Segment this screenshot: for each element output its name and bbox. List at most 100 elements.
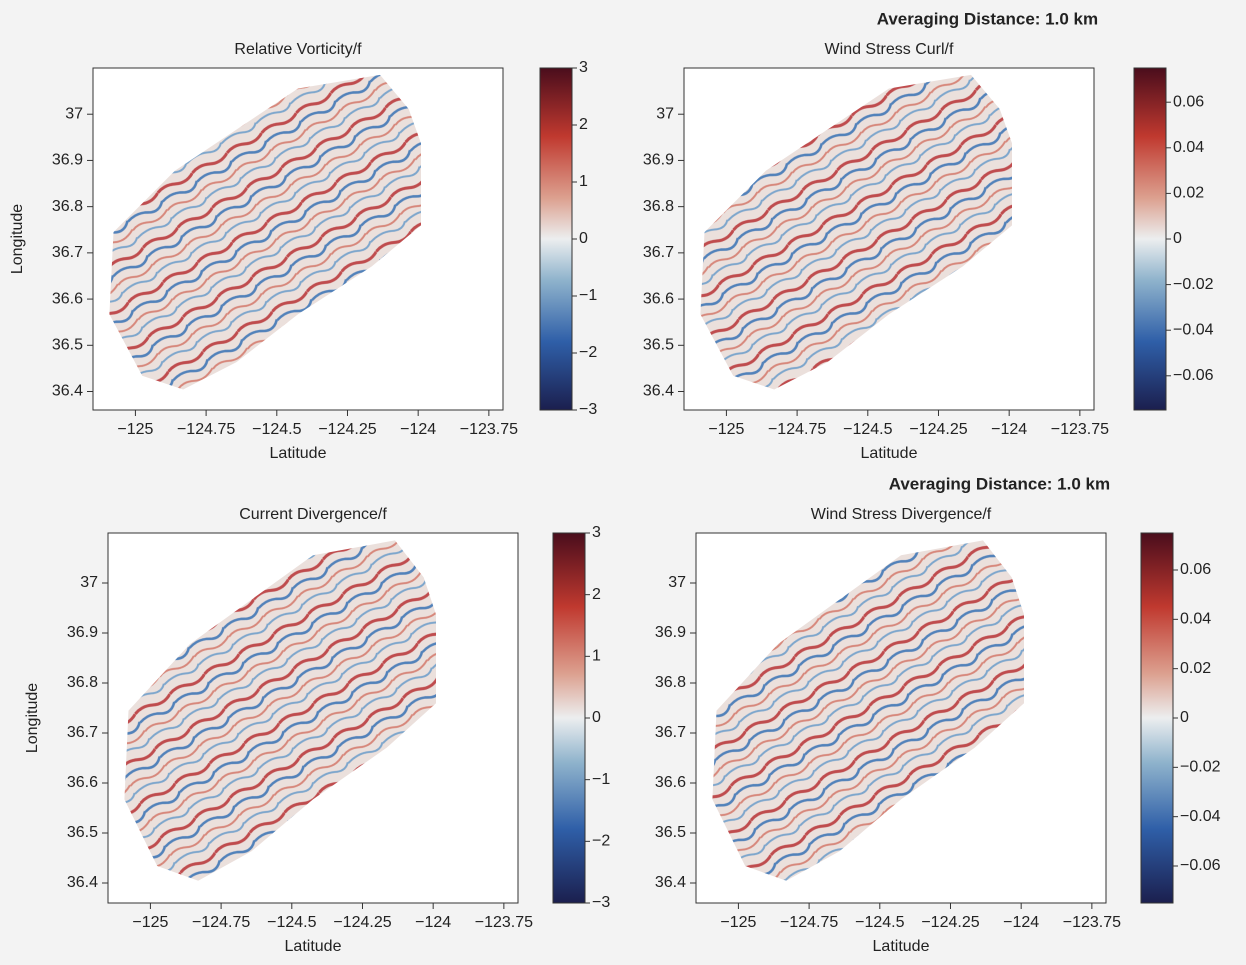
x-tick-label: −124.75 — [780, 914, 838, 931]
y-tick-label: 36.9 — [52, 152, 83, 169]
x-axis-label: Latitude — [873, 938, 930, 955]
colorbar-tick-label: 3 — [579, 59, 588, 76]
y-tick-label: 36.5 — [643, 337, 674, 354]
y-tick-label: 36.5 — [655, 824, 686, 841]
y-tick-label: 37 — [668, 574, 686, 591]
colorbar-tick-label: −0.04 — [1180, 808, 1221, 825]
x-tick-label: −125 — [117, 421, 153, 438]
colorbar-tick-label: 0 — [1173, 230, 1182, 247]
y-tick-label: 36.9 — [643, 152, 674, 169]
chart-title: Relative Vorticity/f — [234, 41, 362, 58]
suptitle: Averaging Distance: 1.0 km — [877, 9, 1098, 28]
y-tick-label: 36.9 — [67, 624, 98, 641]
colorbar-tick-label: −2 — [579, 344, 597, 361]
y-tick-label: 36.7 — [52, 244, 83, 261]
colorbar-tick-label: 0.02 — [1180, 660, 1211, 677]
x-tick-label: −123.75 — [1051, 421, 1109, 438]
colorbar-tick-label: 0.04 — [1180, 611, 1211, 628]
x-tick-label: −124.5 — [267, 914, 316, 931]
field-swath — [700, 74, 1012, 390]
y-tick-label: 36.8 — [643, 198, 674, 215]
y-tick-label: 36.7 — [643, 244, 674, 261]
x-axis-label: Latitude — [285, 938, 342, 955]
colorbar — [539, 67, 573, 411]
y-tick-label: 36.8 — [52, 198, 83, 215]
colorbar-tick-label: 0.02 — [1173, 185, 1204, 202]
colorbar-tick-label: −1 — [579, 287, 597, 304]
colorbar-tick-label: −0.06 — [1173, 367, 1214, 384]
x-tick-label: −124.25 — [333, 914, 391, 931]
y-tick-label: 36.6 — [643, 290, 674, 307]
x-axis-label: Latitude — [270, 445, 327, 462]
colorbar-tick-label: −3 — [592, 894, 610, 911]
y-tick-label: 36.7 — [655, 724, 686, 741]
y-tick-label: 36.9 — [655, 624, 686, 641]
x-tick-label: −125 — [132, 914, 168, 931]
colorbar-tick-label: 2 — [579, 116, 588, 133]
colorbar-tick-label: −2 — [592, 833, 610, 850]
x-tick-label: −124 — [400, 421, 436, 438]
colorbar — [1133, 67, 1167, 411]
colorbar-tick-label: −0.06 — [1180, 857, 1221, 874]
y-axis-label: Longitude — [9, 204, 26, 274]
x-tick-label: −124.5 — [855, 914, 904, 931]
colorbar-tick-label: 3 — [592, 524, 601, 541]
x-tick-label: −124.25 — [318, 421, 376, 438]
x-tick-label: −124 — [1003, 914, 1039, 931]
x-tick-label: −123.75 — [475, 914, 533, 931]
chart-title: Wind Stress Divergence/f — [811, 506, 992, 523]
y-tick-label: 36.4 — [52, 383, 83, 400]
colorbar-tick-label: 0 — [592, 709, 601, 726]
suptitle: Averaging Distance: 1.0 km — [889, 474, 1110, 493]
colorbar-tick-label: 0 — [1180, 709, 1189, 726]
colorbar-tick-label: 1 — [592, 648, 601, 665]
y-tick-label: 36.6 — [52, 290, 83, 307]
colorbar-tick-label: −0.02 — [1180, 759, 1221, 776]
y-tick-label: 36.6 — [655, 774, 686, 791]
colorbar-tick-label: −3 — [579, 401, 597, 418]
x-tick-label: −124.5 — [252, 421, 301, 438]
y-axis-label: Longitude — [24, 683, 41, 753]
y-tick-label: 36.4 — [655, 874, 686, 891]
colorbar-tick-label: 0.06 — [1173, 93, 1204, 110]
y-tick-label: 36.4 — [67, 874, 98, 891]
y-tick-label: 36.8 — [67, 674, 98, 691]
x-tick-label: −123.75 — [1063, 914, 1121, 931]
y-tick-label: 36.8 — [655, 674, 686, 691]
colorbar-tick-label: 0.06 — [1180, 561, 1211, 578]
y-tick-label: 36.4 — [643, 383, 674, 400]
x-tick-label: −124.25 — [921, 914, 979, 931]
x-tick-label: −124 — [415, 914, 451, 931]
y-tick-label: 36.5 — [67, 824, 98, 841]
x-tick-label: −123.75 — [460, 421, 518, 438]
x-tick-label: −124.75 — [192, 914, 250, 931]
colorbar-tick-label: −1 — [592, 771, 610, 788]
x-tick-label: −124.5 — [843, 421, 892, 438]
colorbar — [552, 532, 586, 904]
colorbar — [1140, 532, 1174, 904]
colorbar-tick-label: −0.04 — [1173, 321, 1214, 338]
colorbar-tick-label: 0 — [579, 230, 588, 247]
x-tick-label: −124.75 — [177, 421, 235, 438]
chart-title: Current Divergence/f — [239, 506, 387, 523]
y-tick-label: 36.5 — [52, 337, 83, 354]
y-tick-label: 36.6 — [67, 774, 98, 791]
colorbar-tick-label: 2 — [592, 586, 601, 603]
y-tick-label: 36.7 — [67, 724, 98, 741]
colorbar-tick-label: 1 — [579, 173, 588, 190]
y-tick-label: 37 — [656, 105, 674, 122]
chart-title: Wind Stress Curl/f — [825, 41, 954, 58]
colorbar-tick-label: 0.04 — [1173, 139, 1204, 156]
x-axis-label: Latitude — [861, 445, 918, 462]
y-tick-label: 37 — [80, 574, 98, 591]
x-tick-label: −124 — [991, 421, 1027, 438]
y-tick-label: 37 — [65, 105, 83, 122]
field-swath — [109, 74, 422, 390]
x-tick-label: −125 — [720, 914, 756, 931]
field-swath — [124, 540, 437, 881]
x-tick-label: −124.75 — [768, 421, 826, 438]
colorbar-tick-label: −0.02 — [1173, 276, 1214, 293]
x-tick-label: −124.25 — [909, 421, 967, 438]
x-tick-label: −125 — [708, 421, 744, 438]
